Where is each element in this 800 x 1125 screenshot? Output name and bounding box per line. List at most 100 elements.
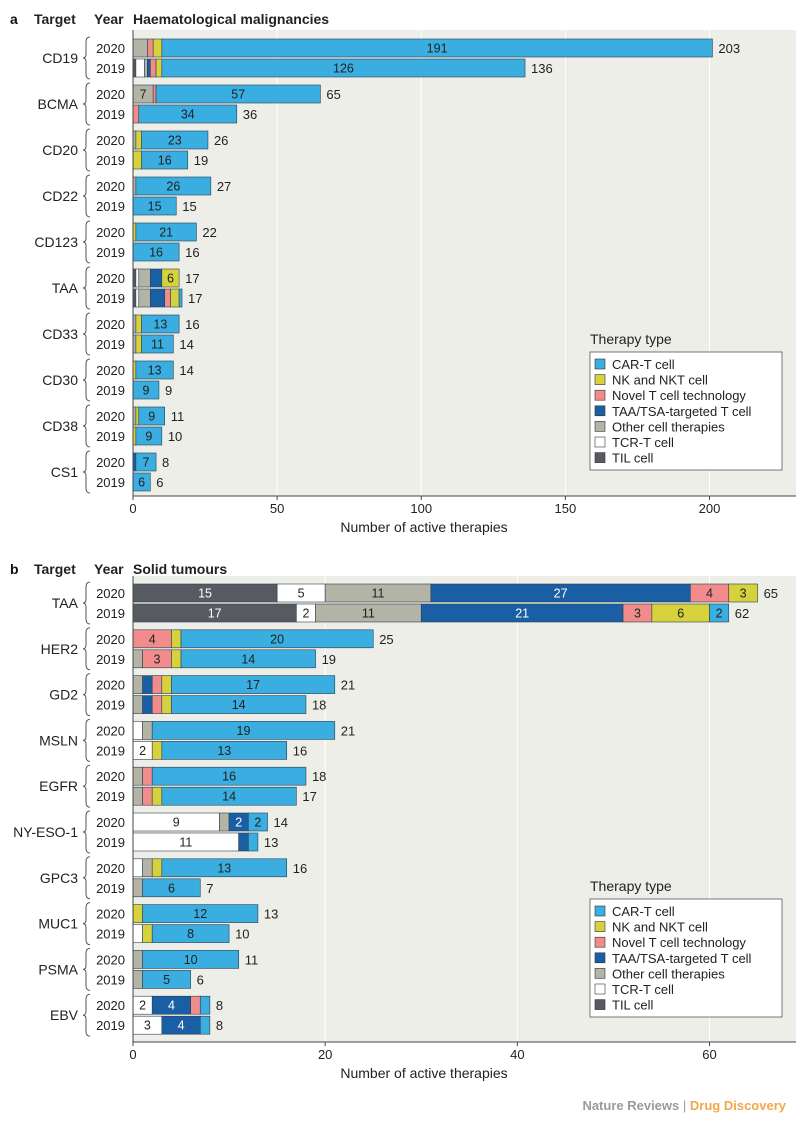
legend-item-label: TCR-T cell: [612, 435, 674, 450]
bar-segment-car: [248, 832, 259, 852]
total-label: 7: [206, 881, 213, 896]
total-label: 27: [217, 179, 231, 194]
total-label: 65: [326, 87, 340, 102]
group-brace: [82, 856, 91, 900]
publisher-credit: Nature Reviews | Drug Discovery: [582, 1098, 786, 1113]
x-axis-label: Number of active therapies: [340, 1065, 507, 1081]
legend-item-label: Other cell therapies: [612, 419, 725, 434]
bar-segment-other: [132, 950, 143, 969]
total-label: 62: [735, 606, 749, 621]
bar-segment-other: [219, 812, 230, 832]
total-label: 13: [264, 907, 278, 922]
group-brace: [82, 947, 91, 991]
target-label: MSLN: [39, 732, 78, 748]
legend-item-label: Other cell therapies: [612, 966, 725, 981]
total-label: 36: [243, 107, 257, 122]
year-label: 2019: [96, 698, 125, 713]
group-brace: [82, 581, 91, 625]
group-brace: [82, 810, 91, 854]
legend-swatch-other: [594, 968, 606, 979]
segment-value-label: 19: [237, 724, 251, 738]
segment-value-label: 5: [298, 587, 305, 601]
bar-segment-nk: [155, 58, 163, 78]
bar-segment-car: [141, 130, 209, 150]
bar-segment-novel: [151, 695, 163, 714]
bar-segment-car: [138, 406, 166, 426]
segment-value-label: 11: [151, 338, 164, 352]
total-label: 19: [322, 652, 336, 667]
bar-segment-taa: [238, 832, 249, 852]
bar-segment-novel: [147, 38, 154, 58]
legend-swatch-novel: [594, 389, 606, 401]
total-label: 11: [245, 952, 259, 967]
segment-value-label: 9: [145, 430, 152, 444]
segment-value-label: 13: [217, 744, 231, 758]
total-label: 18: [312, 769, 326, 784]
year-label: 2019: [96, 245, 125, 260]
year-label: 2020: [96, 815, 125, 830]
total-label: 25: [379, 632, 393, 647]
target-column-header: Target: [34, 11, 76, 27]
target-label: TAA: [52, 595, 79, 611]
segment-value-label: 5: [163, 973, 170, 987]
year-label: 2019: [96, 475, 125, 490]
year-label: 2020: [96, 363, 125, 378]
bar-segment-taa: [142, 675, 153, 694]
bar-segment-car: [135, 222, 197, 242]
bar-segment-tcr: [132, 924, 143, 943]
bar-segment-novel: [152, 84, 157, 104]
target-label: EBV: [50, 1007, 79, 1023]
total-label: 17: [185, 271, 199, 286]
x-tick-label: 200: [699, 501, 721, 516]
segment-value-label: 4: [178, 1019, 185, 1033]
segment-value-label: 17: [208, 607, 222, 621]
legend-title: Therapy type: [590, 331, 672, 347]
group-brace: [82, 266, 91, 310]
bar-segment-taa: [149, 288, 166, 308]
legend-swatch-nk: [594, 921, 606, 932]
bar-segment-other: [132, 878, 143, 898]
target-label: CD22: [42, 188, 78, 204]
total-label: 15: [182, 199, 196, 214]
legend-swatch-til: [594, 999, 606, 1010]
bar-segment-novel: [190, 995, 201, 1015]
segment-value-label: 2: [302, 607, 309, 621]
year-label: 2019: [96, 337, 125, 352]
bar-segment-tcr: [132, 721, 143, 740]
bar-segment-other: [142, 721, 153, 740]
segment-value-label: 191: [427, 42, 448, 56]
bar-segment-nk: [170, 288, 180, 308]
legend-swatch-til: [594, 452, 606, 463]
year-label: 2019: [96, 972, 125, 987]
legend-item-label: Novel T cell technology: [612, 388, 746, 403]
target-label: CD33: [42, 326, 78, 342]
segment-value-label: 27: [554, 587, 568, 601]
bar-segment-other: [142, 858, 153, 878]
total-label: 16: [293, 861, 307, 876]
segment-value-label: 6: [677, 607, 684, 621]
x-tick-label: 20: [318, 1047, 332, 1062]
year-label: 2020: [96, 317, 125, 332]
bar-segment-novel: [149, 58, 157, 78]
group-brace: [82, 82, 91, 126]
year-label: 2019: [96, 652, 125, 667]
bar-segment-car: [155, 84, 321, 104]
bar-segment-novel: [132, 104, 140, 124]
year-label: 2020: [96, 133, 125, 148]
segment-value-label: 10: [184, 953, 198, 967]
legend-swatch-taa: [594, 952, 606, 964]
target-label: CD38: [42, 418, 78, 434]
year-label: 2020: [96, 861, 125, 876]
total-label: 18: [312, 698, 326, 713]
bar-segment-nk: [728, 583, 758, 603]
segment-value-label: 14: [232, 698, 246, 712]
segment-value-label: 2: [716, 607, 723, 621]
x-tick-label: 60: [702, 1047, 716, 1062]
legend-item-label: TIL cell: [612, 451, 654, 466]
target-label: CS1: [51, 464, 78, 480]
bar-segment-car: [151, 766, 307, 786]
segment-value-label: 11: [179, 836, 192, 850]
panel-letter: b: [10, 561, 19, 577]
bar-segment-other: [132, 786, 143, 806]
bar-segment-car: [135, 360, 174, 380]
